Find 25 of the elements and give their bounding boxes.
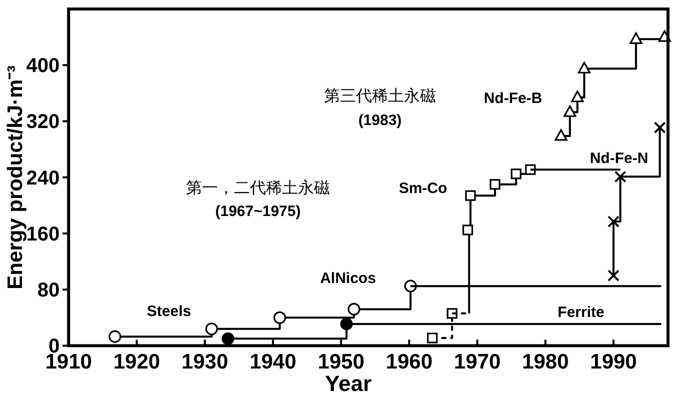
x-axis-title: Year: [325, 371, 372, 394]
x-tick-label: 1980: [522, 350, 569, 374]
x-tick-label: 1920: [113, 350, 160, 374]
x-tick-label: 1990: [590, 350, 637, 374]
annotation: AlNicos: [320, 270, 376, 287]
y-tick-label: 80: [37, 280, 60, 302]
x-tick-label: 1960: [386, 350, 433, 374]
x-tick-label: 1940: [250, 350, 296, 374]
annotation: 第一，二代稀土永磁: [186, 178, 330, 197]
annotation: Sm-Co: [398, 180, 448, 197]
annotation: Nd-Fe-N: [590, 150, 648, 167]
y-tick-label: 240: [26, 167, 60, 190]
x-tick-label: 1930: [181, 350, 228, 374]
y-tick-label: 160: [26, 223, 60, 246]
annotation: Steels: [146, 303, 192, 320]
y-tick-label: 400: [26, 55, 60, 78]
x-tick-label: 1970: [454, 350, 501, 374]
annotation: Nd-Fe-B: [484, 90, 542, 107]
y-tick-label: 320: [26, 111, 60, 134]
annotation: (1983): [358, 112, 402, 129]
x-tick-label: 1950: [318, 350, 364, 374]
annotation: 第三代稀土永磁: [324, 86, 436, 105]
annotation: (1967~1975): [215, 203, 301, 220]
y-axis-title: Energy product/kJ·m⁻³: [4, 65, 27, 290]
annotation: Ferrite: [558, 304, 604, 321]
